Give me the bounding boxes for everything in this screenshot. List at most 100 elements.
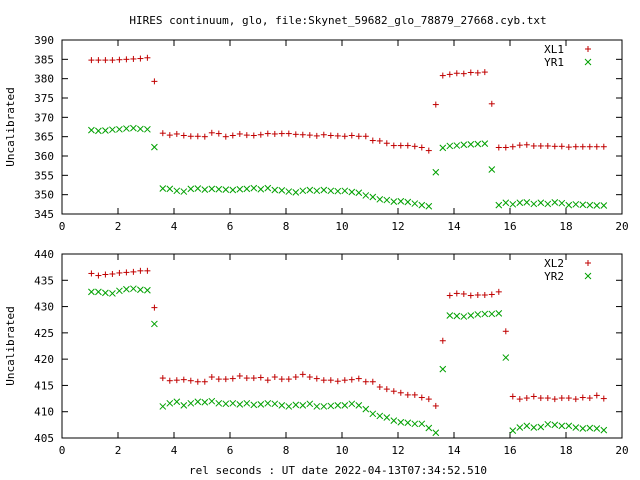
- data-point: [565, 422, 573, 430]
- data-point: [460, 313, 468, 320]
- data-point: [516, 424, 524, 431]
- data-point: [88, 126, 95, 134]
- data-point: [530, 393, 537, 400]
- data-point: [593, 392, 600, 399]
- data-point: [187, 133, 194, 140]
- y-tick-label: 375: [34, 92, 54, 105]
- data-point: [460, 141, 468, 149]
- data-point: [208, 129, 215, 136]
- data-point: [137, 55, 144, 62]
- data-point: [502, 354, 510, 361]
- y-tick-label: 405: [34, 432, 54, 445]
- data-point: [116, 287, 123, 295]
- data-point: [369, 378, 376, 385]
- data-point: [166, 399, 174, 407]
- data-point: [530, 200, 538, 208]
- data-point: [201, 186, 209, 193]
- data-point: [474, 69, 481, 76]
- data-point: [271, 374, 278, 381]
- data-point: [488, 100, 495, 107]
- data-point: [453, 142, 461, 149]
- data-point: [411, 143, 418, 150]
- data-point: [523, 141, 530, 148]
- data-point: [376, 195, 384, 203]
- x-tick-label: 0: [59, 444, 66, 457]
- data-point: [425, 147, 432, 154]
- data-point: [243, 399, 251, 407]
- y-tick-label: 350: [34, 189, 54, 202]
- data-point: [243, 132, 250, 139]
- data-point: [446, 312, 454, 319]
- data-point: [544, 142, 551, 149]
- data-point: [488, 310, 496, 318]
- data-point: [565, 201, 573, 209]
- data-point: [313, 375, 320, 382]
- data-point: [544, 420, 552, 428]
- data-point: [243, 375, 250, 382]
- data-point: [180, 188, 188, 195]
- data-point: [460, 290, 467, 297]
- data-point: [565, 144, 572, 151]
- data-point: [355, 375, 362, 382]
- data-point: [334, 132, 341, 139]
- data-point: [453, 312, 461, 320]
- data-point: [130, 285, 137, 293]
- data-point: [341, 377, 348, 384]
- data-point: [243, 185, 251, 193]
- data-point: [278, 130, 285, 137]
- data-point: [208, 185, 216, 193]
- data-point: [313, 132, 320, 139]
- data-point: [530, 424, 538, 431]
- data-point: [306, 374, 313, 381]
- data-point: [250, 375, 257, 382]
- data-point: [271, 400, 279, 408]
- series-yr2: [88, 285, 608, 437]
- series-xl1: [88, 54, 607, 154]
- data-point: [439, 144, 447, 152]
- data-point: [383, 386, 390, 393]
- data-point: [397, 389, 404, 396]
- data-point: [488, 166, 496, 173]
- data-point: [159, 185, 167, 192]
- data-point: [544, 395, 551, 402]
- data-point: [355, 133, 362, 140]
- y-tick-label: 345: [34, 208, 54, 221]
- legend-marker: [585, 260, 591, 266]
- data-point: [144, 125, 151, 133]
- data-point: [579, 394, 586, 401]
- data-point: [376, 137, 383, 144]
- data-point: [530, 142, 537, 149]
- data-point: [558, 199, 566, 207]
- data-point: [446, 71, 453, 78]
- x-tick-label: 16: [503, 220, 516, 233]
- data-point: [537, 142, 544, 149]
- data-point: [102, 289, 109, 297]
- data-point: [481, 292, 488, 299]
- x-tick-label: 4: [171, 444, 178, 457]
- data-point: [376, 384, 383, 391]
- data-point: [130, 55, 137, 62]
- data-point: [558, 395, 565, 402]
- data-point: [495, 288, 502, 295]
- data-point: [159, 375, 166, 382]
- data-point: [502, 328, 509, 335]
- data-point: [95, 272, 102, 279]
- data-point: [264, 399, 272, 407]
- data-point: [495, 310, 503, 317]
- data-point: [425, 424, 433, 432]
- data-point: [348, 376, 355, 383]
- data-point: [215, 185, 223, 193]
- data-point: [516, 199, 524, 207]
- data-point: [159, 130, 166, 137]
- data-point: [109, 270, 116, 277]
- data-point: [537, 395, 544, 402]
- data-point: [151, 143, 158, 151]
- data-point: [516, 142, 523, 149]
- data-point: [116, 125, 123, 133]
- data-point: [362, 133, 369, 140]
- data-point: [481, 140, 489, 147]
- data-point: [509, 143, 516, 150]
- data-point: [95, 57, 102, 64]
- data-point: [467, 69, 474, 76]
- data-point: [250, 401, 258, 409]
